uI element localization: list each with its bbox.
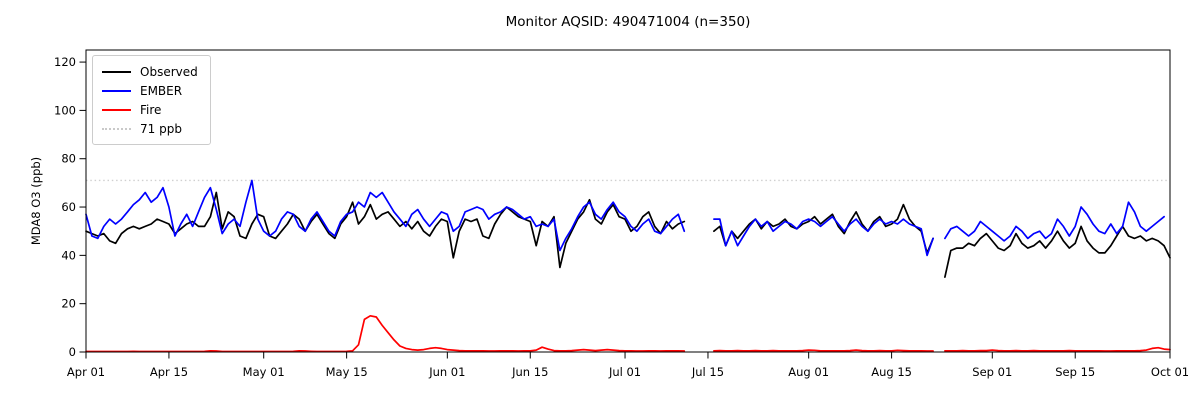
x-tick-label: Sep 15: [1055, 365, 1095, 379]
series-line-observed: [85, 191, 1171, 278]
legend-line-sample: [102, 70, 131, 73]
y-tick-label: 60: [61, 200, 76, 214]
x-tick-label: Jun 15: [511, 365, 548, 379]
x-tick-label: Aug 01: [788, 365, 829, 379]
series-line-fire: [85, 314, 1171, 353]
y-tick-label: 0: [69, 345, 76, 359]
legend-item-label: Fire: [140, 102, 162, 117]
legend-item-label: 71 ppb: [140, 121, 182, 136]
y-tick-label: 100: [54, 103, 76, 117]
x-tick-label: Aug 15: [871, 365, 912, 379]
series-line-ember: [85, 179, 1165, 257]
y-tick-label: 40: [61, 248, 76, 262]
x-tick-label: Apr 15: [150, 365, 188, 379]
legend-item-fire: Fire: [102, 100, 198, 119]
legend-item-ember: EMBER: [102, 81, 198, 100]
y-tick-label: 80: [61, 152, 76, 166]
x-tick-label: Jul 01: [608, 365, 641, 379]
chart-title: Monitor AQSID: 490471004 (n=350): [505, 14, 751, 30]
x-tick-label: May 15: [326, 365, 368, 379]
legend-line-sample: [102, 127, 131, 130]
x-tick-label: Oct 01: [1151, 365, 1189, 379]
legend: Observed EMBER Fire 71 ppb: [92, 55, 211, 145]
legend-item-observed: Observed: [102, 62, 198, 81]
legend-line-sample: [102, 89, 131, 92]
y-tick-label: 20: [61, 297, 76, 311]
x-tick-label: May 01: [243, 365, 285, 379]
legend-item-label: EMBER: [140, 83, 183, 98]
legend-line-sample: [102, 108, 131, 111]
x-tick-label: Sep 01: [972, 365, 1012, 379]
x-tick-label: Jul 15: [691, 365, 724, 379]
plot-frame: [85, 49, 1171, 353]
x-tick-label: Jun 01: [428, 365, 465, 379]
y-tick-label: 120: [54, 55, 76, 69]
legend-item-71-ppb: 71 ppb: [102, 119, 198, 138]
x-tick-label: Apr 01: [67, 365, 105, 379]
legend-item-label: Observed: [140, 64, 198, 79]
